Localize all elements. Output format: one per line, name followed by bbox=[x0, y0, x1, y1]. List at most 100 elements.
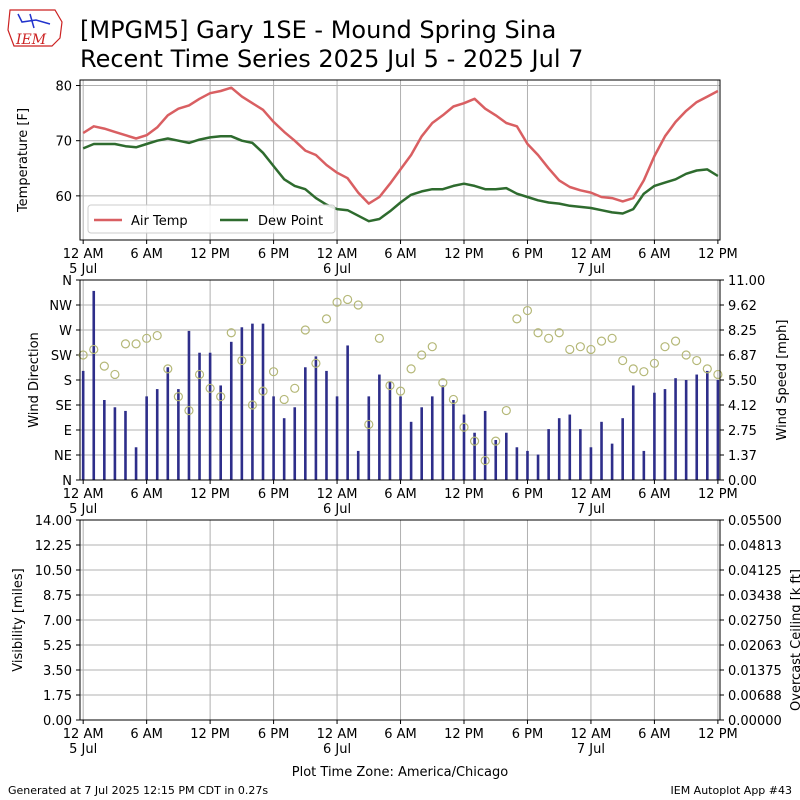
y-tick-label: 80 bbox=[55, 80, 72, 95]
x-tick-label: 6 AM bbox=[638, 247, 671, 262]
wind-direction-point bbox=[279, 394, 289, 405]
wind-speed-bar bbox=[452, 400, 455, 480]
wind-speed-bar bbox=[695, 374, 699, 480]
wind-direction-point bbox=[78, 350, 88, 360]
wind-direction-point bbox=[395, 386, 406, 396]
visibility-panel: 0.00 1.75 3.50 5.25 7.00 8.75 10.50 12.25 14.00 0… bbox=[11, 514, 800, 757]
wind-direction-point bbox=[618, 355, 628, 366]
visibility-tick-label: 1.75 bbox=[43, 689, 72, 704]
x-tick-label: 6 PM bbox=[258, 247, 289, 262]
legend-label-air-temp: Air Temp bbox=[131, 214, 188, 229]
visibility-tick-label: 8.75 bbox=[43, 589, 72, 604]
wind-direction-point bbox=[702, 364, 712, 374]
speed-tick-label: 6.87 bbox=[728, 349, 757, 364]
x-tick-label: 12 PM bbox=[698, 727, 738, 742]
x-tick-label: 12 AM bbox=[571, 487, 612, 502]
wind-speed-bar bbox=[441, 385, 445, 480]
wind-direction-point bbox=[332, 297, 342, 307]
wind-direction-point bbox=[554, 328, 564, 338]
visibility-axis-label: Visibility [miles] bbox=[11, 568, 26, 671]
wind-direction-point bbox=[660, 342, 670, 352]
speed-tick-label: 5.50 bbox=[728, 374, 757, 389]
visibility-tick-label: 12.25 bbox=[35, 539, 72, 554]
wind-direction-point bbox=[163, 364, 173, 374]
wind-speed-bar bbox=[208, 352, 212, 480]
x-tick-label: 12 PM bbox=[698, 247, 738, 262]
wind-direction-point bbox=[173, 392, 183, 402]
ceiling-tick-label: 0.04813 bbox=[728, 539, 782, 554]
wind-speed-bar bbox=[378, 374, 381, 480]
ceiling-tick-label: 0.02063 bbox=[728, 639, 782, 654]
wind-speed-bar bbox=[346, 345, 349, 480]
legend-box bbox=[87, 204, 336, 234]
x-tick-label: 12 AM bbox=[571, 247, 612, 262]
wind-speed-bar bbox=[356, 450, 360, 480]
wind-speed-bar bbox=[557, 418, 561, 480]
wind-direction-point bbox=[120, 339, 131, 349]
x-tick-label: 12 PM bbox=[190, 487, 230, 502]
wind-direction-point bbox=[311, 358, 321, 368]
wind-direction-point bbox=[448, 394, 459, 405]
x-tick-label: 12 PM bbox=[698, 487, 738, 502]
wind-speed-axis-label: Wind Speed [mph] bbox=[775, 320, 790, 441]
direction-tick-label: NW bbox=[49, 299, 72, 314]
wind-speed-bar bbox=[335, 396, 339, 480]
temperature-axis-label: Temperature [F] bbox=[16, 108, 31, 213]
wind-direction-point bbox=[268, 367, 279, 377]
x-tick-label: 12 PM bbox=[190, 247, 230, 262]
x-tick-label: 12 PM bbox=[444, 727, 484, 742]
wind-direction-point bbox=[374, 333, 384, 343]
wind-speed-bar bbox=[304, 367, 307, 480]
direction-tick-label: E bbox=[64, 424, 72, 439]
wind-speed-bar bbox=[483, 410, 487, 480]
axes-frame bbox=[79, 279, 721, 481]
wind-speed-bar bbox=[187, 330, 191, 480]
ceiling-tick-label: 0.01375 bbox=[728, 664, 782, 679]
x-date-label: 7 Jul bbox=[577, 502, 605, 517]
x-tick-label: 6 PM bbox=[258, 727, 289, 742]
wind-speed-bar bbox=[579, 429, 582, 480]
wind-direction-point bbox=[565, 344, 575, 355]
direction-tick-label: S bbox=[64, 374, 72, 389]
wind-speed-bar bbox=[653, 392, 656, 480]
wind-direction-point bbox=[89, 344, 99, 355]
x-tick-label: 12 PM bbox=[190, 727, 230, 742]
wind-direction-point bbox=[110, 369, 120, 380]
x-tick-label: 12 AM bbox=[63, 487, 104, 502]
wind-direction-axis-label: Wind Direction bbox=[27, 332, 42, 428]
x-tick-label: 6 PM bbox=[512, 487, 543, 502]
wind-direction-point bbox=[247, 400, 258, 410]
wind-direction-point bbox=[501, 405, 511, 416]
direction-tick-label: N bbox=[62, 274, 72, 289]
visibility-tick-label: 3.50 bbox=[43, 664, 72, 679]
wind-direction-point bbox=[184, 405, 194, 416]
generated-footer: Generated at 7 Jul 2025 12:15 PM CDT in … bbox=[8, 784, 268, 797]
x-tick-label: 6 AM bbox=[130, 247, 163, 262]
wind-speed-bar bbox=[113, 407, 117, 480]
x-tick-label: 6 PM bbox=[258, 487, 289, 502]
wind-direction-point bbox=[364, 419, 374, 430]
wind-speed-bar bbox=[134, 447, 138, 480]
ceiling-tick-label: 0.02750 bbox=[728, 614, 782, 629]
wind-speed-bar bbox=[282, 418, 286, 480]
wind-speed-bar bbox=[515, 447, 519, 480]
x-date-label: 5 Jul bbox=[69, 742, 97, 757]
wind-direction-point bbox=[417, 350, 427, 360]
timezone-label: Plot Time Zone: America/Chicago bbox=[292, 765, 508, 780]
wind-direction-point bbox=[713, 369, 723, 380]
ceiling-tick-label: 0.04125 bbox=[728, 564, 782, 579]
wind-speed-bar bbox=[610, 443, 614, 480]
wind-speed-bar bbox=[684, 380, 688, 480]
wind-direction-point bbox=[353, 300, 363, 310]
visibility-tick-label: 14.00 bbox=[35, 514, 72, 529]
speed-tick-label: 1.37 bbox=[728, 449, 757, 464]
wind-direction-point bbox=[586, 344, 596, 355]
wind-direction-point bbox=[480, 455, 490, 466]
x-tick-label: 6 PM bbox=[512, 247, 543, 262]
wind-speed-bar bbox=[325, 370, 328, 480]
visibility-tick-label: 0.00 bbox=[43, 714, 72, 729]
ceiling-tick-label: 0.00000 bbox=[728, 714, 782, 729]
wind-direction-point bbox=[596, 336, 607, 346]
x-date-label: 5 Jul bbox=[69, 502, 97, 517]
